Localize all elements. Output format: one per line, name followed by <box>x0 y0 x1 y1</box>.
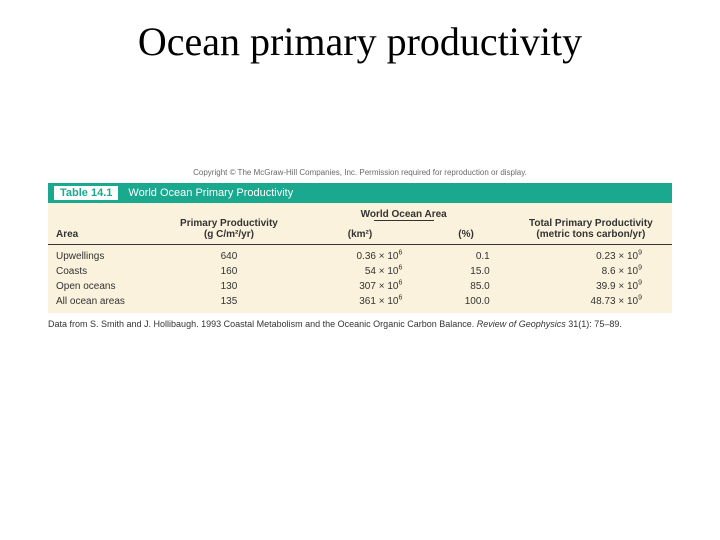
source-prefix: Data from <box>48 319 90 329</box>
cell-total-productivity: 48.73 × 109 <box>510 294 672 313</box>
cell-area: Open oceans <box>48 279 160 294</box>
col-header-total-productivity: Total Primary Productivity (metric tons … <box>510 203 672 245</box>
page-title: Ocean primary productivity <box>0 0 720 65</box>
source-authors: S. Smith and J. Hollibaugh. 1993 <box>90 319 224 329</box>
col-header-woa-line1: World Ocean Area <box>361 209 447 220</box>
col-header-pp-line1: Primary Productivity <box>180 218 278 229</box>
cell-primary-productivity: 135 <box>160 294 297 313</box>
table-row: All ocean areas135361 × 106100.048.73 × … <box>48 294 672 313</box>
cell-km2: 54 × 106 <box>298 264 423 279</box>
source-volume: 31(1): 75–89. <box>568 319 622 329</box>
col-header-pp-line2: (g C/m²/yr) <box>204 229 254 240</box>
cell-percent: 100.0 <box>422 294 509 313</box>
col-header-world-ocean-area: World Ocean Area <box>298 203 510 223</box>
cell-total-productivity: 0.23 × 109 <box>510 245 672 265</box>
cell-percent: 15.0 <box>422 264 509 279</box>
cell-percent: 0.1 <box>422 245 509 265</box>
cell-area: Coasts <box>48 264 160 279</box>
cell-km2: 361 × 106 <box>298 294 423 313</box>
col-header-primary-productivity: Primary Productivity (g C/m²/yr) <box>160 203 297 245</box>
woa-underline <box>374 220 434 221</box>
table-number-box: Table 14.1 <box>54 186 118 200</box>
source-title: Coastal Metabolism and the Oceanic Organ… <box>224 319 477 329</box>
cell-area: Upwellings <box>48 245 160 265</box>
cell-km2: 307 × 106 <box>298 279 423 294</box>
table-title: World Ocean Primary Productivity <box>128 187 293 199</box>
cell-total-productivity: 8.6 × 109 <box>510 264 672 279</box>
table-row: Upwellings6400.36 × 1060.10.23 × 109 <box>48 245 672 265</box>
col-header-total-line2: (metric tons carbon/yr) <box>536 229 645 240</box>
source-journal: Review of Geophysics <box>477 319 569 329</box>
productivity-table: Area Primary Productivity (g C/m²/yr) Wo… <box>48 203 672 313</box>
table-row: Open oceans130307 × 10685.039.9 × 109 <box>48 279 672 294</box>
cell-primary-productivity: 640 <box>160 245 297 265</box>
source-citation: Data from S. Smith and J. Hollibaugh. 19… <box>48 319 672 329</box>
col-header-area: Area <box>48 203 160 245</box>
cell-primary-productivity: 130 <box>160 279 297 294</box>
table-body: Upwellings6400.36 × 1060.10.23 × 109Coas… <box>48 245 672 314</box>
table-row: Coasts16054 × 10615.08.6 × 109 <box>48 264 672 279</box>
col-header-pct: (%) <box>422 223 509 245</box>
table-figure: Copyright © The McGraw-Hill Companies, I… <box>48 168 672 329</box>
cell-km2: 0.36 × 106 <box>298 245 423 265</box>
col-header-total-line1: Total Primary Productivity <box>529 218 653 229</box>
cell-area: All ocean areas <box>48 294 160 313</box>
table-header-bar: Table 14.1 World Ocean Primary Productiv… <box>48 183 672 203</box>
copyright-line: Copyright © The McGraw-Hill Companies, I… <box>48 168 672 177</box>
cell-percent: 85.0 <box>422 279 509 294</box>
cell-primary-productivity: 160 <box>160 264 297 279</box>
col-header-km2: (km²) <box>298 223 423 245</box>
cell-total-productivity: 39.9 × 109 <box>510 279 672 294</box>
